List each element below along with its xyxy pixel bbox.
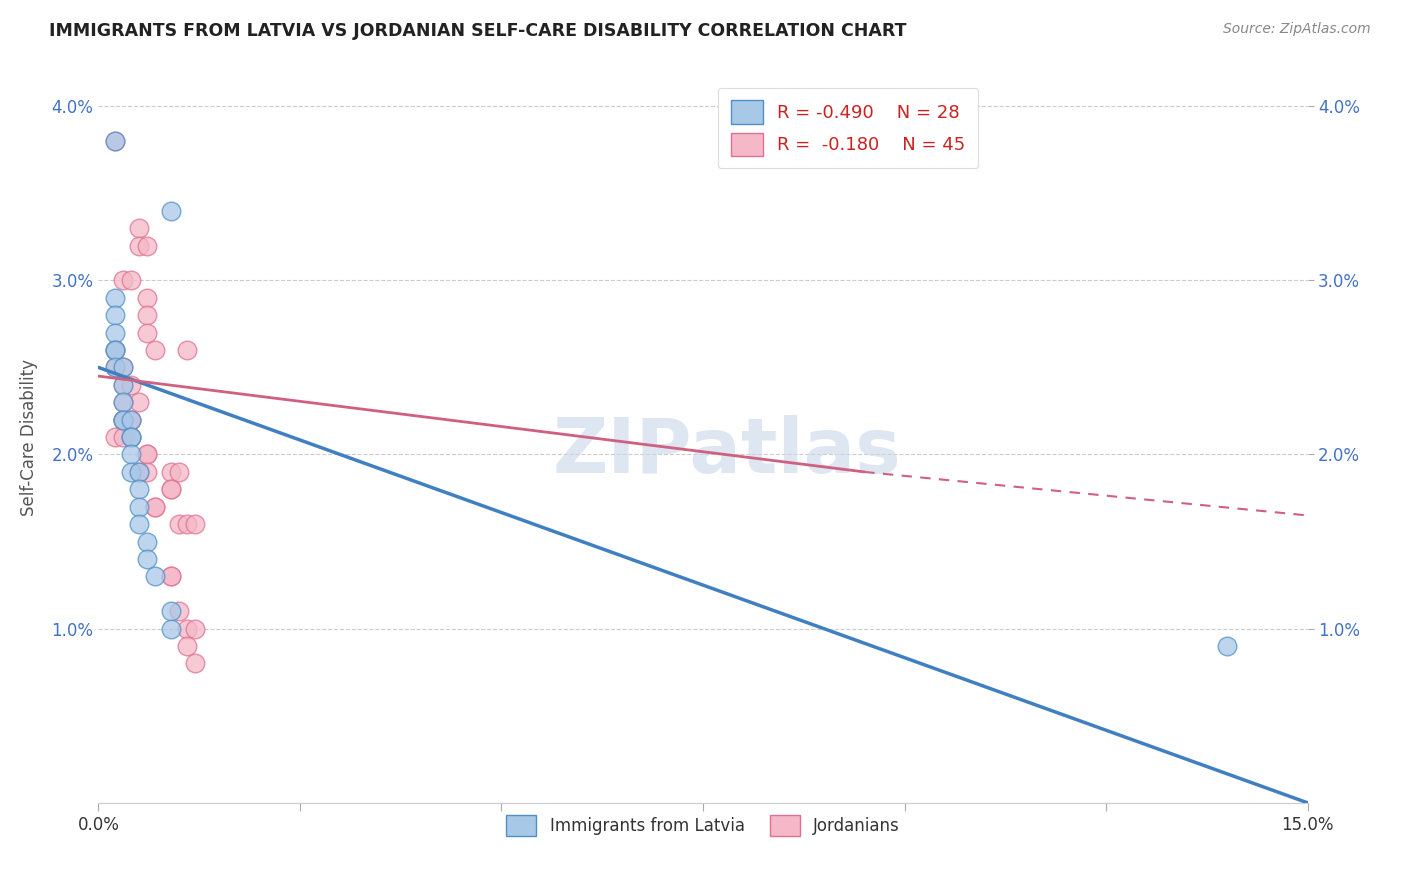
Point <box>128 500 150 514</box>
Point <box>135 448 157 462</box>
Point <box>176 639 198 653</box>
Point <box>176 517 198 532</box>
Point <box>143 500 166 514</box>
Point <box>143 569 166 583</box>
Point <box>111 430 134 444</box>
Point <box>103 291 125 305</box>
Point <box>135 238 157 252</box>
Point <box>120 430 142 444</box>
Point <box>103 343 125 357</box>
Point <box>184 517 207 532</box>
Point <box>103 360 125 375</box>
Point <box>120 412 142 426</box>
Point <box>120 377 142 392</box>
Point <box>135 534 157 549</box>
Point <box>160 483 183 497</box>
Point <box>111 412 134 426</box>
Point <box>160 569 183 583</box>
Point <box>120 465 142 479</box>
Y-axis label: Self-Care Disability: Self-Care Disability <box>20 359 38 516</box>
Point <box>160 569 183 583</box>
Point <box>176 343 198 357</box>
Point <box>111 395 134 409</box>
Point <box>120 430 142 444</box>
Point <box>167 465 190 479</box>
Point <box>135 465 157 479</box>
Point <box>160 203 183 218</box>
Point <box>135 291 157 305</box>
Point <box>160 465 183 479</box>
Point <box>135 552 157 566</box>
Text: ZIPatlas: ZIPatlas <box>553 415 901 489</box>
Point <box>111 360 134 375</box>
Point <box>111 412 134 426</box>
Point <box>111 395 134 409</box>
Text: IMMIGRANTS FROM LATVIA VS JORDANIAN SELF-CARE DISABILITY CORRELATION CHART: IMMIGRANTS FROM LATVIA VS JORDANIAN SELF… <box>49 22 907 40</box>
Point <box>120 412 142 426</box>
Point <box>103 343 125 357</box>
Point <box>128 221 150 235</box>
Point <box>135 448 157 462</box>
Point <box>167 517 190 532</box>
Point <box>103 326 125 340</box>
Point <box>160 483 183 497</box>
Point <box>103 134 125 148</box>
Point <box>135 308 157 322</box>
Point <box>111 377 134 392</box>
Point <box>184 657 207 671</box>
Point <box>103 134 125 148</box>
Point <box>103 430 125 444</box>
Point <box>1216 639 1239 653</box>
Point <box>111 273 134 287</box>
Point <box>143 500 166 514</box>
Point <box>103 308 125 322</box>
Point <box>120 412 142 426</box>
Point <box>128 483 150 497</box>
Point <box>120 273 142 287</box>
Point <box>135 326 157 340</box>
Point <box>128 238 150 252</box>
Point <box>160 604 183 618</box>
Point <box>128 465 150 479</box>
Point <box>167 604 190 618</box>
Point <box>103 360 125 375</box>
Point <box>128 395 150 409</box>
Point <box>111 360 134 375</box>
Point <box>176 622 198 636</box>
Legend: Immigrants from Latvia, Jordanians: Immigrants from Latvia, Jordanians <box>496 805 910 846</box>
Point <box>184 622 207 636</box>
Point <box>120 448 142 462</box>
Point <box>160 622 183 636</box>
Point <box>128 517 150 532</box>
Point <box>128 465 150 479</box>
Point <box>120 430 142 444</box>
Point <box>111 412 134 426</box>
Point <box>103 343 125 357</box>
Point <box>143 343 166 357</box>
Point <box>111 377 134 392</box>
Point <box>111 412 134 426</box>
Text: Source: ZipAtlas.com: Source: ZipAtlas.com <box>1223 22 1371 37</box>
